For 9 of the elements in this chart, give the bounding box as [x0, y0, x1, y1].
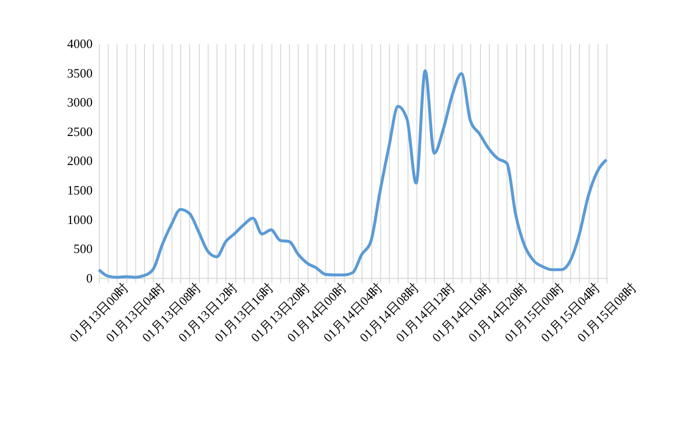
y-tick-label: 3500 [67, 66, 93, 80]
y-tick-label: 4000 [67, 37, 93, 52]
y-tick-label: 0 [86, 271, 93, 286]
y-tick-label: 500 [73, 242, 93, 256]
y-tick-label: 2000 [67, 154, 93, 168]
y-tick-label: 2500 [67, 124, 93, 139]
y-tick-label: 1500 [67, 184, 93, 198]
y-tick-label: 3000 [67, 96, 93, 110]
y-tick-label: 1000 [67, 212, 93, 227]
